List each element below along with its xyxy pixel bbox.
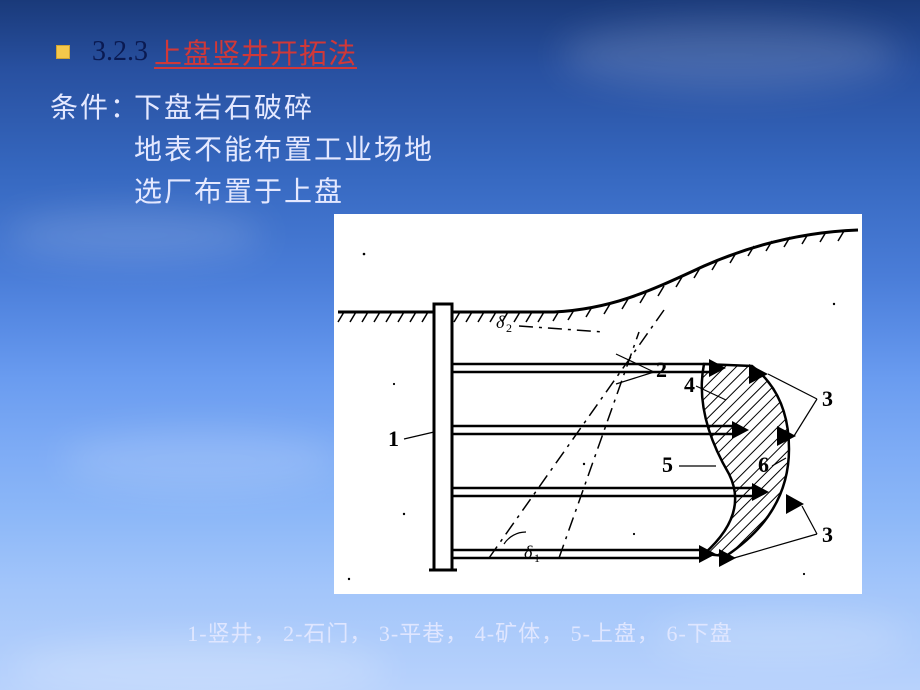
svg-text:δ: δ: [496, 312, 505, 332]
svg-text:6: 6: [758, 452, 769, 477]
cap-t: 平巷，: [399, 621, 468, 646]
figure-caption: 1-竖井， 2-石门， 3-平巷， 4-矿体， 5-上盘， 6-下盘: [0, 616, 920, 648]
cap-n: 3-: [379, 621, 399, 646]
cap-t: 下盘: [687, 621, 733, 646]
condition-item: 选厂布置于上盘: [134, 170, 344, 210]
svg-text:5: 5: [662, 452, 673, 477]
heading-number: 3.2.3: [92, 36, 148, 68]
svg-text:δ: δ: [524, 542, 533, 562]
svg-text:3: 3: [822, 522, 833, 547]
cap-t: 竖井，: [208, 621, 277, 646]
heading-text: 上盘竖井开拓法: [154, 32, 357, 72]
svg-text:2: 2: [506, 321, 512, 335]
cap-n: 1-: [187, 621, 207, 646]
svg-text:3: 3: [822, 386, 833, 411]
cap-n: 5-: [571, 621, 591, 646]
slide-content: 3.2.3 上盘竖井开拓法 条件： 下盘岩石破碎 地表不能布置工业场地 选厂布置…: [0, 0, 920, 690]
cap-n: 2-: [283, 621, 303, 646]
svg-text:1: 1: [388, 426, 399, 451]
mining-diagram: 1 2 3 3 4 5 6 δ1 δ2: [334, 214, 862, 594]
svg-text:2: 2: [656, 357, 667, 382]
cap-t: 矿体，: [495, 621, 564, 646]
cap-n: 4-: [475, 621, 495, 646]
svg-text:1: 1: [534, 551, 540, 565]
bullet-icon: [56, 45, 70, 59]
heading: 3.2.3 上盘竖井开拓法: [56, 32, 357, 72]
condition-item: 下盘岩石破碎: [134, 86, 314, 126]
cap-n: 6-: [666, 621, 686, 646]
cap-t: 上盘，: [591, 621, 660, 646]
conditions-label: 条件：: [50, 86, 140, 126]
condition-item: 地表不能布置工业场地: [134, 128, 434, 168]
diagram-svg: 1 2 3 3 4 5 6 δ1 δ2: [334, 214, 862, 594]
svg-text:4: 4: [684, 372, 695, 397]
cap-t: 石门，: [303, 621, 372, 646]
